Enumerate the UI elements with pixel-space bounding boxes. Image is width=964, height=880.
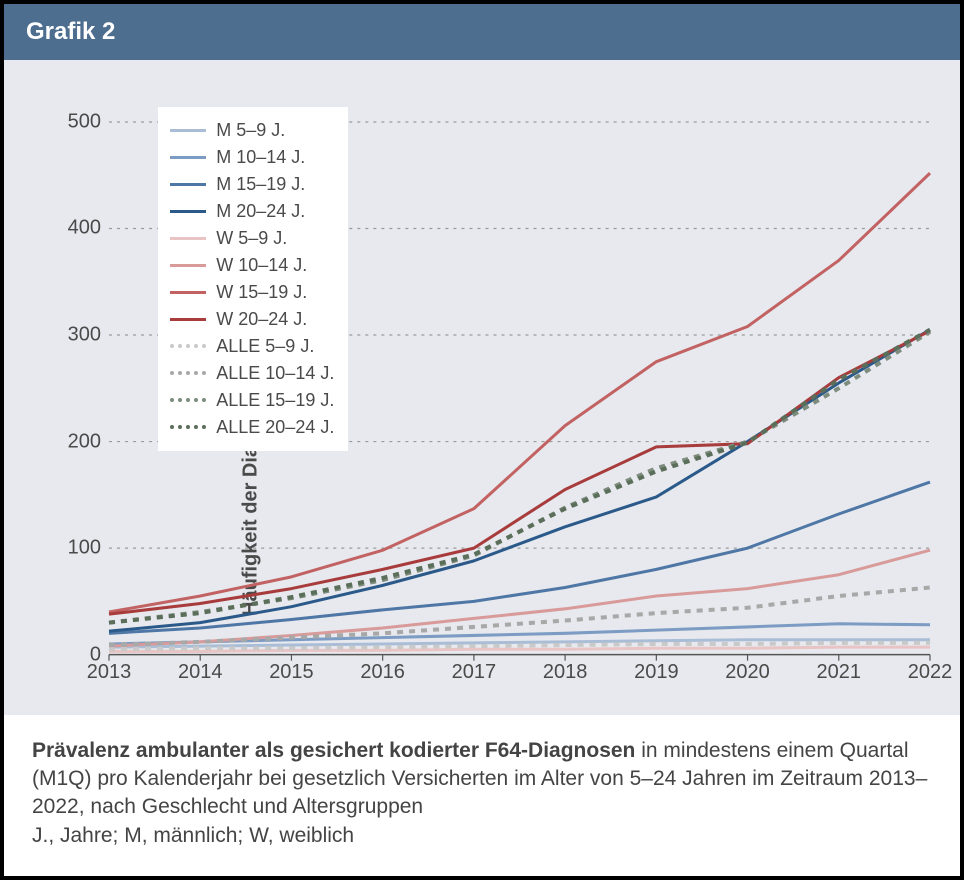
legend-item-m_15_19: M 15–19 J.: [170, 171, 334, 198]
x-tick: 2017: [452, 655, 497, 684]
legend-label: W 20–24 J.: [216, 306, 307, 333]
chart-area: Häufigkeit der Diagnose pro 100 000 Vers…: [4, 60, 960, 715]
caption-bold: Prävalenz ambulanter als gesichert kodie…: [32, 739, 635, 762]
legend-label: M 10–14 J.: [216, 144, 305, 171]
x-tick: 2014: [178, 655, 223, 684]
legend-swatch: [170, 425, 206, 429]
legend-label: W 15–19 J.: [216, 279, 307, 306]
legend-item-all_20_24: ALLE 20–24 J.: [170, 414, 334, 441]
legend-swatch: [170, 371, 206, 375]
legend-item-w_20_24: W 20–24 J.: [170, 306, 334, 333]
legend-item-w_10_14: W 10–14 J.: [170, 252, 334, 279]
legend-box: M 5–9 J.M 10–14 J.M 15–19 J.M 20–24 J.W …: [158, 107, 348, 451]
figure-caption: Prävalenz ambulanter als gesichert kodie…: [4, 715, 960, 876]
plot-region: 0100200300400500 20132014201520162017201…: [109, 90, 930, 655]
series-m_15_19: [109, 482, 930, 633]
x-tick: 2013: [87, 655, 132, 684]
legend-label: ALLE 20–24 J.: [216, 414, 334, 441]
legend-swatch: [170, 129, 206, 132]
legend-item-m_20_24: M 20–24 J.: [170, 198, 334, 225]
legend-item-w_5_9: W 5–9 J.: [170, 225, 334, 252]
legend-item-all_15_19: ALLE 15–19 J.: [170, 387, 334, 414]
legend-item-all_5_9: ALLE 5–9 J.: [170, 333, 334, 360]
legend-swatch: [170, 237, 206, 240]
legend-label: W 5–9 J.: [216, 225, 287, 252]
x-tick: 2019: [634, 655, 679, 684]
legend-swatch: [170, 264, 206, 267]
legend-swatch: [170, 318, 206, 321]
legend-item-all_10_14: ALLE 10–14 J.: [170, 360, 334, 387]
legend-item-w_15_19: W 15–19 J.: [170, 279, 334, 306]
y-tick: 400: [68, 217, 109, 240]
legend-swatch: [170, 398, 206, 402]
x-tick: 2020: [725, 655, 770, 684]
y-tick: 500: [68, 110, 109, 133]
y-tick: 100: [68, 537, 109, 560]
x-tick: 2015: [269, 655, 314, 684]
legend-label: M 15–19 J.: [216, 171, 305, 198]
legend-label: ALLE 10–14 J.: [216, 360, 334, 387]
x-tick: 2016: [360, 655, 405, 684]
y-tick: 200: [68, 430, 109, 453]
figure-title: Grafik 2: [26, 18, 115, 45]
x-tick: 2021: [817, 655, 862, 684]
figure-container: Grafik 2 Häufigkeit der Diagnose pro 100…: [0, 0, 964, 880]
legend-item-m_5_9: M 5–9 J.: [170, 117, 334, 144]
legend-swatch: [170, 344, 206, 348]
legend-label: M 5–9 J.: [216, 117, 285, 144]
x-tick: 2018: [543, 655, 588, 684]
figure-header: Grafik 2: [4, 4, 960, 60]
legend-swatch: [170, 210, 206, 213]
y-tick: 300: [68, 324, 109, 347]
legend-label: ALLE 5–9 J.: [216, 333, 314, 360]
legend-swatch: [170, 156, 206, 159]
caption-abbrev: J., Jahre; M, männlich; W, weiblich: [32, 824, 354, 847]
legend-swatch: [170, 291, 206, 294]
legend-item-m_10_14: M 10–14 J.: [170, 144, 334, 171]
legend-swatch: [170, 183, 206, 186]
legend-label: W 10–14 J.: [216, 252, 307, 279]
legend-label: M 20–24 J.: [216, 198, 305, 225]
legend-label: ALLE 15–19 J.: [216, 387, 334, 414]
x-tick: 2022: [908, 655, 953, 684]
